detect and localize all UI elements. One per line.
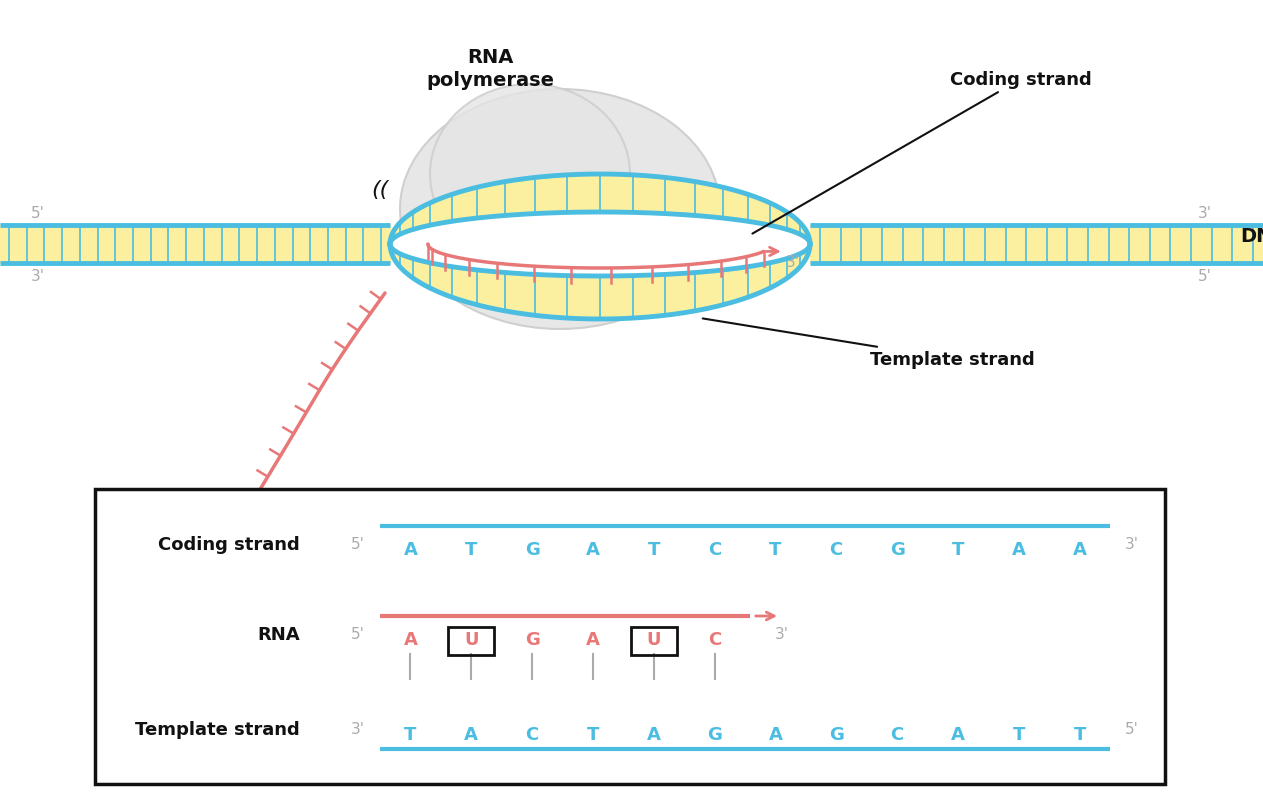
Text: T: T: [465, 541, 477, 558]
Text: T: T: [952, 541, 964, 558]
Text: 5': 5': [203, 593, 217, 608]
Text: U: U: [647, 630, 661, 648]
Text: C: C: [830, 541, 842, 558]
Text: A: A: [403, 630, 417, 648]
Text: ((: ((: [371, 180, 389, 200]
Text: RNA: RNA: [235, 545, 282, 563]
Text: 3': 3': [1199, 206, 1212, 221]
Text: A: A: [586, 630, 600, 648]
Bar: [95, 489, 1164, 784]
Text: Template strand: Template strand: [702, 319, 1034, 369]
Text: U: U: [464, 630, 479, 648]
Text: T: T: [587, 725, 599, 743]
Text: G: G: [829, 725, 844, 743]
Text: G: G: [524, 630, 539, 648]
Text: T: T: [1074, 725, 1086, 743]
Text: 3': 3': [786, 255, 799, 270]
Text: RNA
polymerase: RNA polymerase: [426, 48, 554, 91]
Text: C: C: [890, 725, 904, 743]
Text: C: C: [709, 630, 721, 648]
Text: Coding strand: Coding strand: [753, 71, 1091, 234]
Text: T: T: [1013, 725, 1026, 743]
Text: A: A: [1012, 541, 1026, 558]
Text: A: A: [768, 725, 782, 743]
Text: RNA: RNA: [258, 626, 301, 643]
Text: G: G: [889, 541, 904, 558]
Text: 5': 5': [32, 206, 45, 221]
Text: G: G: [524, 541, 539, 558]
Text: 3': 3': [32, 269, 45, 284]
Bar: [632, 627, 677, 655]
Text: Template strand: Template strand: [135, 720, 301, 738]
Text: A: A: [647, 725, 661, 743]
Text: C: C: [709, 541, 721, 558]
Ellipse shape: [429, 85, 630, 265]
Text: Coding strand: Coding strand: [158, 535, 301, 553]
Text: 3': 3': [775, 626, 789, 642]
Text: 5': 5': [351, 537, 365, 552]
Text: A: A: [465, 725, 479, 743]
Text: A: A: [586, 541, 600, 558]
Text: A: A: [951, 725, 965, 743]
Text: 3': 3': [351, 722, 365, 736]
Text: A: A: [403, 541, 417, 558]
Text: T: T: [769, 541, 782, 558]
Polygon shape: [390, 213, 810, 277]
Text: T: T: [404, 725, 417, 743]
Text: 5': 5': [1199, 269, 1212, 284]
Text: C: C: [525, 725, 539, 743]
Text: T: T: [648, 541, 661, 558]
Ellipse shape: [400, 90, 720, 330]
Text: G: G: [707, 725, 722, 743]
Bar: [448, 627, 494, 655]
Text: 5': 5': [1125, 722, 1139, 736]
Text: 5': 5': [351, 626, 365, 642]
Text: 3': 3': [1125, 537, 1139, 552]
Text: DNA: DNA: [1240, 227, 1263, 246]
Text: A: A: [1072, 541, 1086, 558]
